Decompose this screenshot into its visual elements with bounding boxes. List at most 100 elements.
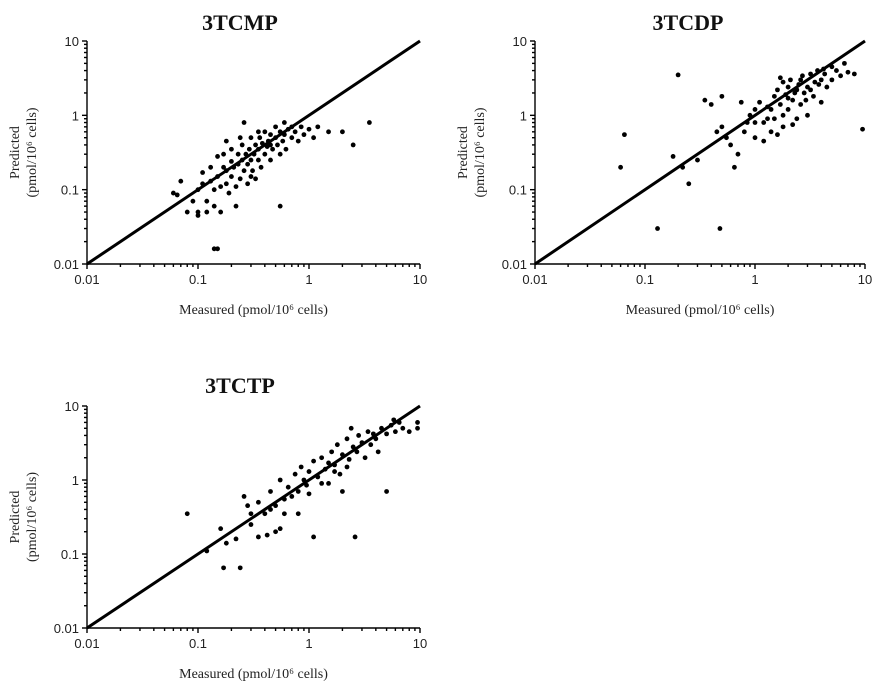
y-tick-label: 1 — [72, 108, 79, 123]
x-tick-label: 10 — [413, 272, 427, 287]
data-point — [768, 107, 774, 112]
data-point — [237, 565, 243, 571]
data-point — [221, 164, 226, 170]
data-point — [744, 120, 750, 125]
data-point — [384, 431, 389, 437]
data-point — [340, 452, 345, 458]
y-axis-label-line1: Predicted — [8, 126, 23, 179]
data-point — [777, 75, 783, 81]
data-point — [752, 135, 758, 141]
panel-3tctp: 3TCTP 0.010.01 0.1 0.1 1 1 10 10 Measured (pmol/… — [8, 373, 427, 682]
data-point — [174, 192, 180, 198]
data-point — [289, 494, 295, 499]
data-point — [281, 120, 287, 125]
data-point — [359, 440, 365, 446]
data-point — [780, 124, 786, 130]
data-point — [195, 213, 201, 218]
data-point — [268, 507, 273, 512]
y-tick-label: 10 — [65, 399, 79, 414]
data-point — [233, 536, 239, 542]
data-point — [208, 164, 214, 170]
data-point — [270, 146, 276, 152]
data-point — [211, 246, 217, 252]
data-point — [250, 168, 255, 174]
data-point — [218, 184, 224, 189]
data-point — [362, 455, 368, 461]
data-point — [812, 79, 818, 85]
data-point — [248, 135, 254, 141]
data-point — [670, 154, 676, 159]
data-point — [204, 209, 210, 215]
data-point — [815, 68, 820, 73]
data-point — [255, 534, 261, 540]
data-point — [178, 178, 184, 184]
data-point — [326, 480, 331, 486]
data-point — [719, 93, 725, 99]
y-tick-label: 0.01 — [54, 257, 79, 272]
data-point — [337, 471, 343, 477]
data-point — [771, 116, 777, 122]
data-point — [319, 455, 325, 461]
data-point — [655, 226, 660, 231]
data-point — [292, 471, 298, 477]
data-point — [277, 151, 283, 157]
data-point — [388, 422, 394, 428]
data-point — [268, 132, 273, 138]
data-point — [204, 548, 210, 554]
data-point — [370, 431, 376, 437]
data-point — [796, 82, 802, 87]
y-axis-label-line1: Predicted — [456, 126, 471, 179]
data-point — [757, 99, 762, 105]
data-point — [790, 97, 796, 103]
data-point — [368, 442, 374, 448]
data-point — [834, 68, 839, 73]
data-point — [221, 565, 226, 571]
data-point — [306, 491, 312, 497]
data-point — [860, 126, 865, 132]
data-point — [268, 157, 273, 163]
data-point — [241, 494, 247, 499]
data-point — [283, 146, 289, 152]
data-point — [340, 129, 345, 135]
y-axis-label: Predicted (pmol/10⁶ cells) — [8, 472, 40, 562]
data-point — [237, 176, 243, 182]
data-point — [248, 157, 254, 163]
y-axis-label: Predicted (pmol/10⁶ cells) — [456, 107, 488, 197]
data-point — [273, 124, 278, 130]
data-point — [329, 449, 335, 455]
data-point — [761, 120, 767, 125]
data-point — [231, 164, 237, 170]
data-point — [306, 126, 312, 132]
data-point — [200, 170, 205, 175]
data-point — [785, 84, 791, 90]
data-point — [190, 198, 196, 204]
data-point — [332, 469, 337, 474]
panel-3tcdp: 3TCDP 0.010.01 0.1 0.1 1 1 10 10 Measured (pmol/… — [456, 10, 872, 318]
y-tick-label: 10 — [65, 34, 79, 49]
data-point — [233, 203, 239, 209]
data-point — [816, 82, 822, 87]
data-point — [264, 532, 270, 538]
data-point — [265, 138, 271, 144]
x-tick-label: 0.01 — [522, 272, 547, 287]
data-point — [332, 462, 337, 468]
data-point — [785, 107, 791, 112]
data-point — [829, 77, 835, 83]
data-point — [348, 425, 354, 431]
x-tick-label: 1 — [305, 636, 312, 651]
data-point — [233, 184, 239, 189]
data-point — [366, 120, 372, 125]
data-point — [277, 129, 283, 135]
data-point — [215, 174, 220, 179]
data-point — [215, 154, 220, 159]
data-point — [822, 71, 828, 77]
data-point — [805, 84, 810, 90]
data-point — [396, 420, 402, 425]
data-point — [248, 522, 254, 527]
data-point — [702, 97, 708, 103]
data-point — [241, 120, 247, 125]
data-point — [829, 64, 835, 70]
y-tick-label: 10 — [513, 34, 527, 49]
data-point — [226, 190, 232, 196]
data-point — [838, 73, 843, 79]
